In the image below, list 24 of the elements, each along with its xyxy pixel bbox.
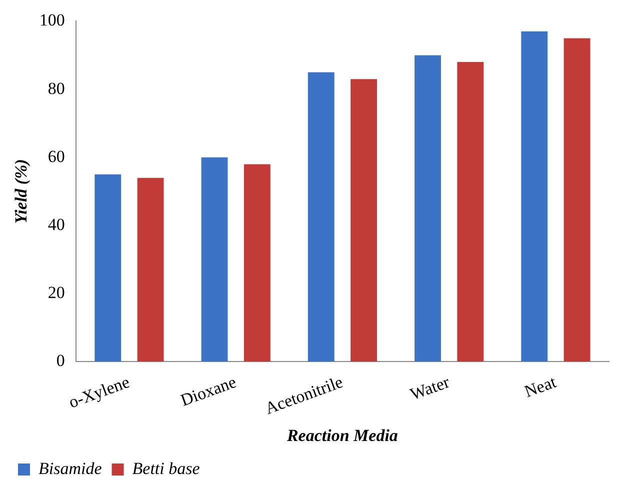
bar (94, 174, 122, 362)
y-axis-title: Yield (%) (12, 159, 31, 224)
bar (137, 178, 164, 362)
y-tick-label: 0 (56, 351, 65, 370)
y-tick-label: 80 (48, 78, 65, 98)
bar (308, 72, 334, 362)
legend-label: Bisamide (38, 458, 102, 478)
x-tick-label: Dioxane (178, 372, 239, 410)
bar (521, 31, 548, 362)
bar (201, 157, 228, 362)
x-axis-title: Reaction Media (286, 426, 398, 446)
y-tick-label: 20 (48, 283, 65, 302)
x-tick-label: Water (408, 372, 452, 404)
bar (414, 55, 441, 362)
x-tick-label: o-Xylene (66, 372, 132, 412)
y-tick-label: 100 (39, 10, 65, 30)
x-tick-label: Neat (522, 372, 559, 402)
bar (564, 38, 590, 362)
legend-label: Betti base (132, 458, 200, 478)
y-tick-label: 60 (48, 146, 65, 166)
bar (350, 79, 377, 362)
y-tick-label: 40 (48, 214, 65, 234)
bar (244, 164, 270, 362)
bar (457, 62, 484, 362)
